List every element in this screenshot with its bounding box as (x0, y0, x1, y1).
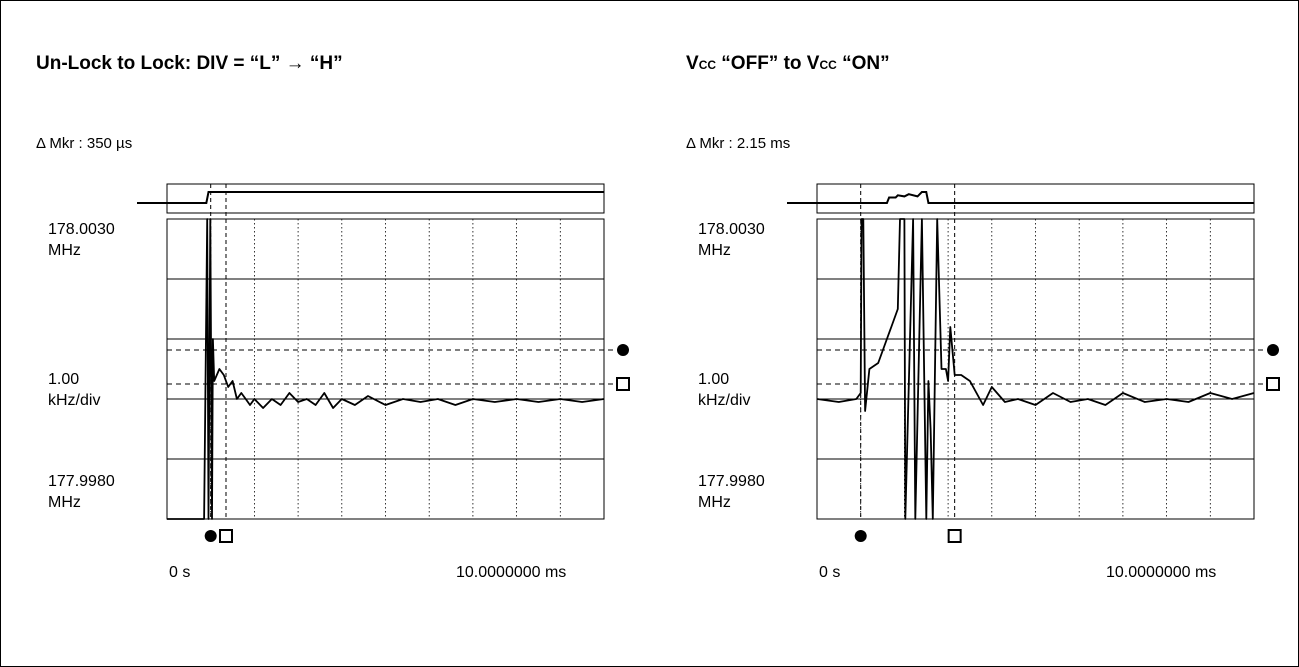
y-top-unit: MHz (48, 242, 81, 259)
status-strip-box (166, 183, 605, 214)
time-marker-open (947, 529, 962, 543)
ref-marker-open (1266, 377, 1280, 391)
x-end-label: 10.0000000 ms (456, 564, 567, 581)
x-start-label: 0 s (169, 564, 191, 581)
status-strip-trace (787, 191, 1254, 204)
y-bottom-value: 177.9980 (698, 473, 765, 490)
trace-plot (137, 183, 630, 543)
y-top-value: 178.0030 (48, 221, 115, 238)
x-start-label: 0 s (819, 564, 841, 581)
y-bottom-value: 177.9980 (48, 473, 115, 490)
y-scale-value: 1.00 (48, 371, 80, 388)
y-top-unit: MHz (698, 242, 731, 259)
y-top-value: 178.0030 (698, 221, 765, 238)
trace-plot (787, 183, 1280, 543)
y-scale-unit: kHz/div (48, 392, 101, 409)
marker-readout: Δ Mkr : 350 µs (36, 135, 133, 152)
y-scale-label: 1.00 kHz/div (698, 369, 750, 411)
y-scale-label: 1.00 kHz/div (48, 369, 100, 411)
ref-marker-open (616, 377, 630, 391)
y-bottom-label: 177.9980 MHz (698, 471, 765, 513)
y-top-label: 178.0030 MHz (698, 219, 765, 261)
y-top-label: 178.0030 MHz (48, 219, 115, 261)
ref-marker-filled (617, 344, 629, 356)
y-scale-unit: kHz/div (698, 392, 751, 409)
status-strip-trace (137, 191, 604, 204)
status-strip-box (816, 183, 1255, 214)
chart-title: VCC “OFF” to VCC “ON” (686, 53, 890, 74)
panel-unlock-to-lock: Un-Lock to Lock: DIV = “L” → “H” Δ Mkr :… (1, 1, 650, 666)
ref-marker-filled (1267, 344, 1279, 356)
marker-readout: Δ Mkr : 2.15 ms (686, 135, 791, 152)
y-scale-value: 1.00 (698, 371, 730, 388)
y-bottom-label: 177.9980 MHz (48, 471, 115, 513)
y-bottom-unit: MHz (698, 494, 731, 511)
panel-vcc-off-to-on: VCC “OFF” to VCC “ON” Δ Mkr : 2.15 ms 17… (651, 1, 1299, 666)
time-marker-open (218, 529, 233, 543)
time-marker-filled (204, 530, 217, 542)
y-bottom-unit: MHz (48, 494, 81, 511)
frequency-trace (167, 218, 605, 520)
x-end-label: 10.0000000 ms (1106, 564, 1217, 581)
time-marker-filled (854, 530, 867, 542)
frequency-trace (816, 218, 1255, 520)
chart-title: Un-Lock to Lock: DIV = “L” → “H” (36, 53, 343, 74)
